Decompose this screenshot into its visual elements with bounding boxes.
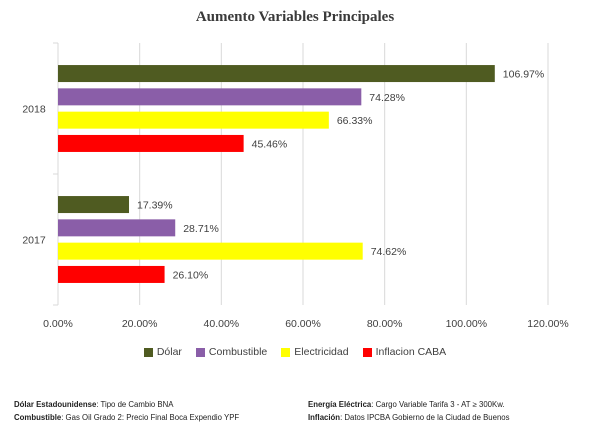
bar [58,265,165,283]
data-label: 66.33% [337,115,373,127]
y-category-label: 2018 [22,104,46,116]
legend-swatch [195,347,205,357]
chart-title: Aumento Variables Principales [195,9,395,25]
bar [58,219,176,237]
legend-item: Dólar [143,346,182,358]
legend: Dólar Combustible Electricidad Inflacion CA… [0,346,590,358]
x-tick-label: 80.00% [367,318,403,330]
bar [58,65,495,83]
footnotes: Dólar Estadounidense: Tipo de Cambio BNA… [14,398,584,424]
footnote-row: Dólar Estadounidense: Tipo de Cambio BNA… [14,398,584,411]
y-category-label: 2017 [22,235,46,247]
legend-swatch [281,347,291,357]
bar [58,111,329,129]
footnote-combustible: Combustible: Gas Oil Grado 2: Precio Fin… [14,413,240,422]
legend-swatch [143,347,153,357]
legend-label: Electricidad [294,346,349,358]
data-label: 106.97% [503,69,544,81]
bar [58,242,363,260]
data-label: 26.10% [173,269,209,281]
bar [58,196,130,214]
footnote-energia: Energía Eléctrica: Cargo Variable Tarifa… [308,400,505,409]
bar [58,88,362,106]
data-label: 17.39% [137,200,173,212]
legend-label: Combustible [208,346,268,358]
legend-item: Electricidad [281,346,349,358]
legend-swatch [362,347,372,357]
data-label: 45.46% [252,138,288,150]
data-label: 74.28% [369,92,405,104]
bar [58,134,244,152]
legend-item: Combustible [195,346,268,358]
x-tick-label: 120.00% [527,318,568,330]
legend-label: Dólar [156,346,182,358]
x-tick-label: 100.00% [446,318,487,330]
legend-item: Inflacion CABA [362,346,447,358]
data-label: 74.62% [371,246,407,258]
x-tick-label: 40.00% [204,318,240,330]
x-tick-label: 60.00% [285,318,321,330]
data-label: 28.71% [183,223,219,235]
x-tick-label: 20.00% [122,318,158,330]
footnote-dolar: Dólar Estadounidense: Tipo de Cambio BNA [14,400,174,409]
footnote-row: Combustible: Gas Oil Grado 2: Precio Fin… [14,411,584,424]
x-tick-label: 0.00% [43,318,73,330]
legend-label: Inflacion CABA [375,346,447,358]
footnote-inflacion: Inflación: Datos IPCBA Gobierno de la Ci… [308,413,510,422]
